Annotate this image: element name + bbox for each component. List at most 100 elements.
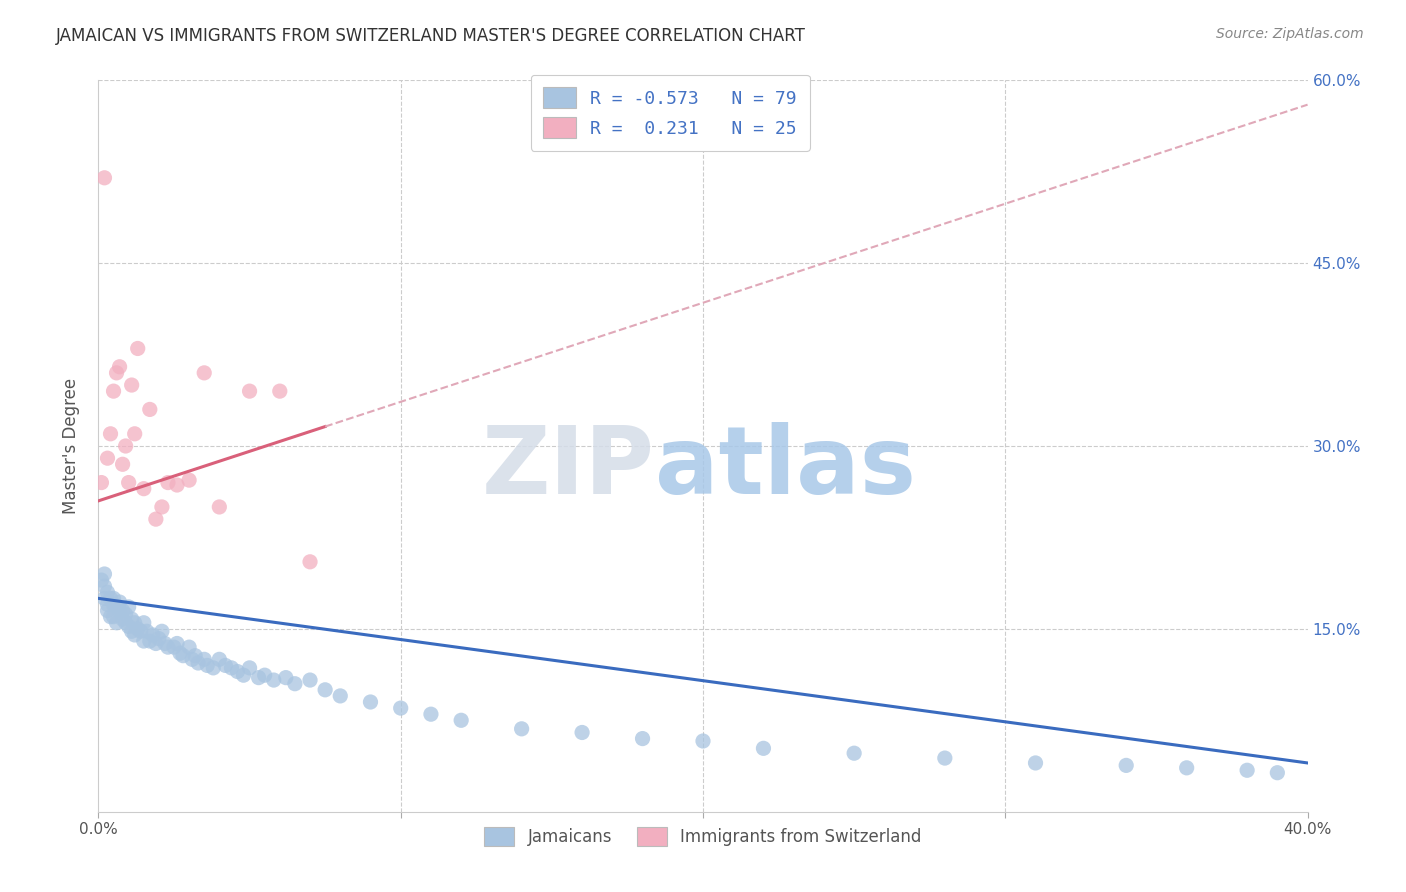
Point	[1175, 761, 1198, 775]
Point	[145, 636, 167, 650]
Point	[1024, 756, 1046, 770]
Point	[226, 665, 249, 679]
Point	[299, 555, 322, 569]
Point	[329, 689, 352, 703]
Point	[93, 591, 115, 606]
Point	[179, 473, 201, 487]
Legend: Jamaicans, Immigrants from Switzerland: Jamaicans, Immigrants from Switzerland	[475, 819, 931, 855]
Point	[103, 591, 125, 606]
Point	[692, 734, 714, 748]
Point	[221, 661, 243, 675]
Point	[844, 746, 866, 760]
Point	[124, 628, 146, 642]
Point	[214, 658, 236, 673]
Point	[148, 632, 170, 646]
Point	[96, 603, 118, 617]
Point	[93, 579, 115, 593]
Point	[124, 426, 146, 441]
Point	[163, 640, 186, 655]
Point	[105, 615, 128, 630]
Point	[135, 624, 157, 639]
Point	[121, 612, 143, 626]
Point	[232, 668, 254, 682]
Point	[114, 439, 136, 453]
Point	[121, 378, 143, 392]
Point	[450, 714, 472, 728]
Point	[510, 722, 533, 736]
Point	[93, 567, 115, 582]
Point	[150, 624, 173, 639]
Point	[96, 585, 118, 599]
Point	[96, 598, 118, 612]
Text: ZIP: ZIP	[482, 422, 655, 514]
Point	[1236, 764, 1258, 778]
Point	[127, 342, 149, 356]
Point	[118, 599, 141, 614]
Point	[263, 673, 285, 687]
Point	[139, 634, 162, 648]
Point	[132, 615, 155, 630]
Point	[314, 682, 336, 697]
Text: Source: ZipAtlas.com: Source: ZipAtlas.com	[1216, 27, 1364, 41]
Point	[239, 384, 262, 398]
Point	[105, 366, 128, 380]
Point	[166, 478, 188, 492]
Point	[156, 475, 179, 490]
Point	[142, 628, 165, 642]
Point	[269, 384, 291, 398]
Point	[193, 366, 215, 380]
Point	[166, 636, 188, 650]
Point	[239, 661, 262, 675]
Point	[571, 725, 593, 739]
Point	[103, 609, 125, 624]
Point	[360, 695, 382, 709]
Point	[96, 451, 118, 466]
Point	[752, 741, 775, 756]
Point	[100, 591, 122, 606]
Point	[103, 598, 125, 612]
Y-axis label: Master's Degree: Master's Degree	[62, 378, 80, 514]
Point	[247, 671, 270, 685]
Point	[129, 624, 152, 639]
Point	[169, 646, 191, 660]
Point	[105, 599, 128, 614]
Point	[934, 751, 956, 765]
Point	[1267, 765, 1289, 780]
Point	[121, 624, 143, 639]
Point	[274, 671, 297, 685]
Point	[114, 615, 136, 630]
Point	[111, 457, 134, 471]
Point	[118, 619, 141, 633]
Point	[132, 482, 155, 496]
Point	[153, 636, 176, 650]
Point	[1115, 758, 1137, 772]
Point	[100, 609, 122, 624]
Point	[100, 426, 122, 441]
Point	[114, 607, 136, 622]
Point	[284, 676, 307, 690]
Point	[103, 384, 125, 398]
Point	[90, 573, 112, 587]
Point	[139, 402, 162, 417]
Point	[118, 475, 141, 490]
Point	[93, 170, 115, 185]
Point	[111, 612, 134, 626]
Point	[108, 603, 131, 617]
Point	[145, 512, 167, 526]
Point	[631, 731, 654, 746]
Point	[90, 475, 112, 490]
Point	[156, 640, 179, 655]
Text: atlas: atlas	[655, 422, 915, 514]
Point	[184, 648, 207, 663]
Point	[195, 658, 218, 673]
Point	[150, 500, 173, 514]
Point	[108, 595, 131, 609]
Text: JAMAICAN VS IMMIGRANTS FROM SWITZERLAND MASTER'S DEGREE CORRELATION CHART: JAMAICAN VS IMMIGRANTS FROM SWITZERLAND …	[56, 27, 806, 45]
Point	[108, 359, 131, 374]
Point	[208, 500, 231, 514]
Point	[299, 673, 322, 687]
Point	[179, 640, 201, 655]
Point	[187, 656, 209, 670]
Point	[193, 652, 215, 666]
Point	[124, 615, 146, 630]
